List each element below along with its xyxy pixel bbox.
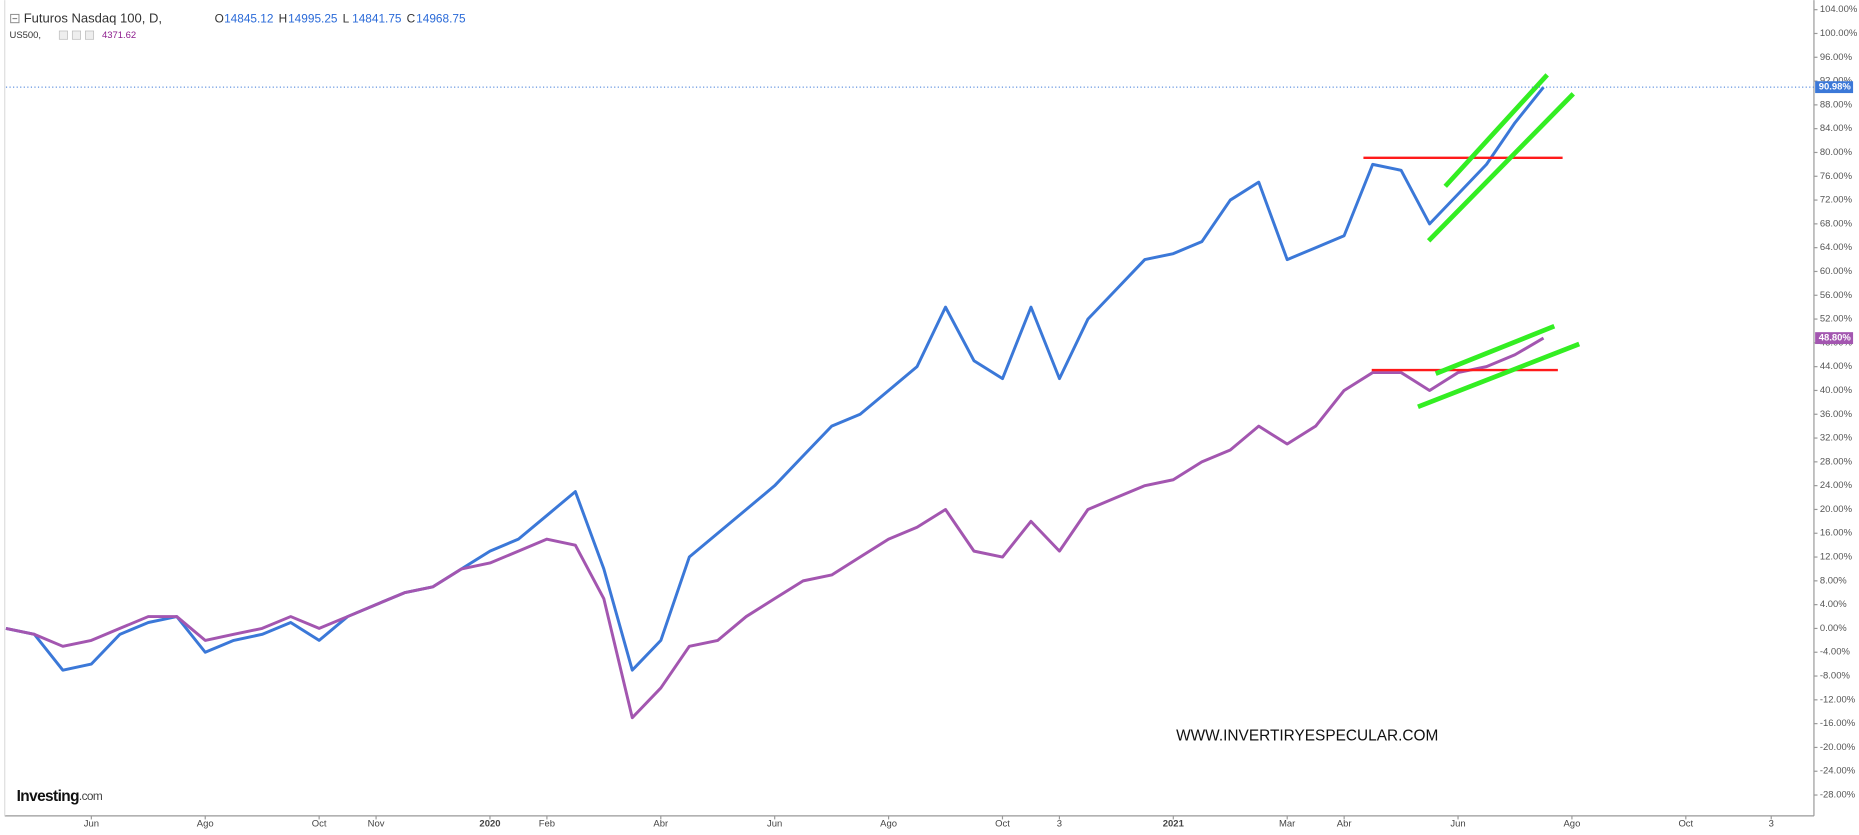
- y-tick-label: -8.00%: [1820, 671, 1851, 682]
- x-tick-label: Oct: [1678, 819, 1693, 830]
- x-tick-label: 2021: [1163, 819, 1184, 830]
- y-tick-label: 84.00%: [1820, 123, 1853, 134]
- y-tick-label: 64.00%: [1820, 242, 1853, 253]
- y-tick-label: -28.00%: [1820, 790, 1856, 801]
- ohlc-key: H: [279, 11, 288, 25]
- y-tick-label: 44.00%: [1820, 361, 1853, 372]
- y-tick-label: 16.00%: [1820, 528, 1853, 539]
- y-tick-label: -24.00%: [1820, 766, 1856, 777]
- y-tick-label: 8.00%: [1820, 575, 1847, 586]
- y-tick-label: 0.00%: [1820, 623, 1847, 634]
- x-tick-label: 2020: [479, 819, 500, 830]
- y-tick-label: 32.00%: [1820, 433, 1853, 444]
- logo-brand: Investing: [17, 788, 79, 805]
- y-tick-label: 52.00%: [1820, 314, 1853, 325]
- symbol-title: Futuros Nasdaq 100, D,: [24, 11, 162, 26]
- y-tick-label: 4.00%: [1820, 599, 1847, 610]
- y-tick-label: 40.00%: [1820, 385, 1853, 396]
- y-tick-label: -16.00%: [1820, 718, 1856, 729]
- plot: [5, 86, 1545, 720]
- y-tick-label: 28.00%: [1820, 456, 1853, 467]
- x-tick-label: 3: [1057, 819, 1062, 830]
- y-tick-label: 100.00%: [1820, 28, 1858, 39]
- x-tick-label: Jun: [84, 819, 99, 830]
- y-tick-label: 68.00%: [1820, 218, 1853, 229]
- hide-icon[interactable]: [71, 30, 81, 40]
- logo-suffix: .com: [79, 789, 103, 803]
- compare-symbol: US500,: [9, 30, 41, 41]
- channel-line: [1434, 324, 1556, 376]
- y-tick-label: 36.00%: [1820, 409, 1853, 420]
- ohlc-value: 14968.75: [416, 11, 466, 25]
- ohlc-value: 14845.12: [224, 11, 273, 25]
- y-tick-label: 12.00%: [1820, 552, 1853, 563]
- last-value-tag: [1815, 81, 1854, 94]
- x-tick-label: Feb: [539, 819, 555, 830]
- x-tick-label: Ago: [1563, 819, 1580, 830]
- series-line: [5, 336, 1545, 720]
- y-tick-label: 88.00%: [1820, 99, 1853, 110]
- y-tick-label: 60.00%: [1820, 266, 1853, 277]
- ohlc-value: 14995.25: [288, 11, 338, 25]
- x-tick-label: 3: [1769, 819, 1774, 830]
- y-tick-label: 76.00%: [1820, 171, 1853, 182]
- x-tick-label: Oct: [995, 819, 1010, 830]
- series-line: [5, 86, 1545, 672]
- y-tick-label: -20.00%: [1820, 742, 1856, 753]
- y-tick-label: 20.00%: [1820, 504, 1853, 515]
- y-tick-label: 80.00%: [1820, 147, 1853, 158]
- channel-line: [1417, 341, 1581, 410]
- ohlc-value: 14841.75: [352, 11, 402, 25]
- x-tick-label: Ago: [197, 819, 214, 830]
- y-tick-label: -4.00%: [1820, 647, 1851, 658]
- trend-annotations: [1363, 73, 1581, 410]
- ohlc-key: O: [215, 11, 224, 25]
- last-value-label: 90.98%: [1819, 82, 1852, 93]
- logo: Investing.com: [17, 788, 103, 805]
- x-tick-label: Abr: [653, 819, 668, 830]
- x-tick-label: Nov: [368, 819, 385, 830]
- ohlc-key: C: [407, 11, 416, 25]
- y-tick-label: 96.00%: [1820, 52, 1853, 63]
- y-tick-label: -12.00%: [1820, 694, 1856, 705]
- y-tick-label: 92.00%: [1820, 76, 1853, 87]
- x-tick-label: Jun: [767, 819, 782, 830]
- y-tick-label: 104.00%: [1820, 4, 1858, 15]
- collapse-icon[interactable]: [10, 13, 20, 24]
- ohlc-key: L: [343, 11, 350, 25]
- x-tick-label: Ago: [880, 819, 897, 830]
- x-tick-label: Abr: [1337, 819, 1352, 830]
- x-tick-label: Oct: [312, 819, 327, 830]
- watermark: WWW.INVERTIRYESPECULAR.COM: [1176, 728, 1438, 745]
- x-tick-label: Mar: [1279, 819, 1295, 830]
- y-tick-label: 56.00%: [1820, 290, 1853, 301]
- channel-line: [1443, 73, 1549, 188]
- remove-icon[interactable]: [85, 30, 95, 40]
- last-value-tag: [1815, 332, 1854, 345]
- channel-line: [1426, 92, 1575, 243]
- last-value-label: 48.80%: [1819, 333, 1852, 344]
- y-tick-label: 24.00%: [1820, 480, 1853, 491]
- x-tick-label: Jun: [1450, 819, 1465, 830]
- ohlc-values: O 14845.12 H 14995.25 L 14841.75 C 14968.75: [215, 11, 466, 25]
- y-tick-label: 72.00%: [1820, 195, 1853, 206]
- compare-value: 4371.62: [102, 30, 136, 41]
- settings-icon[interactable]: [58, 30, 68, 40]
